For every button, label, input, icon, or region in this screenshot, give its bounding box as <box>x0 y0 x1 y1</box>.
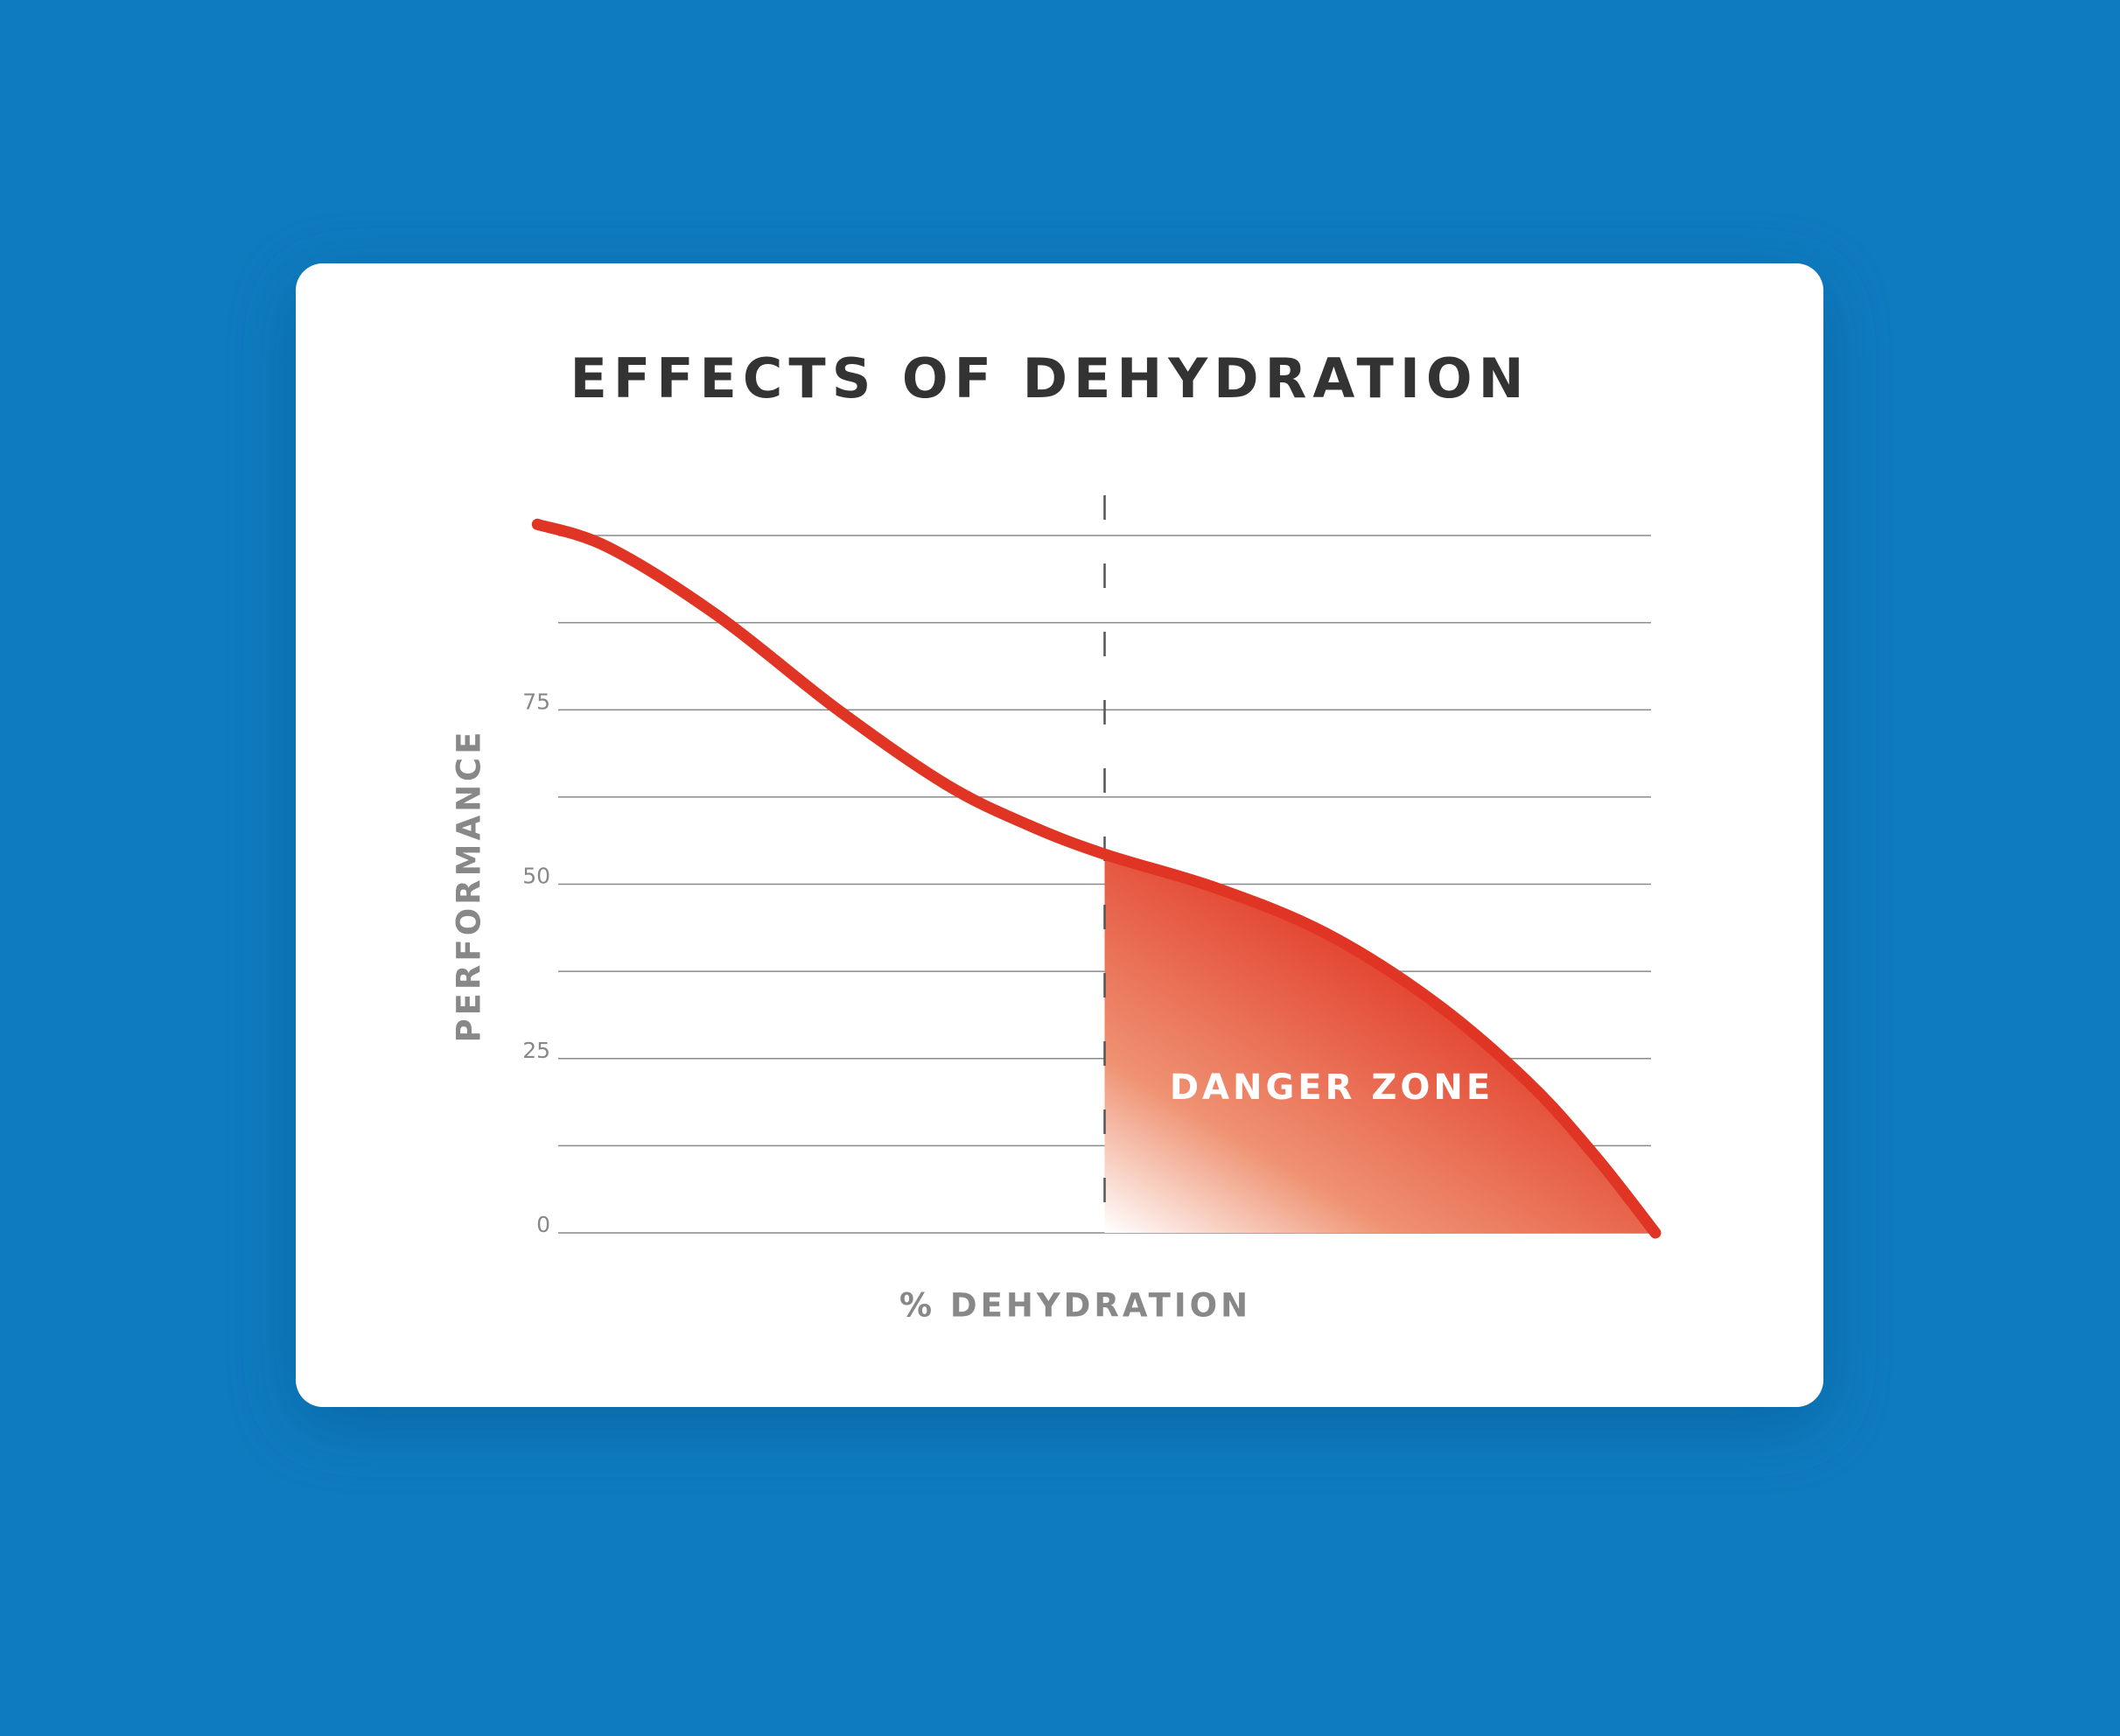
y-tick-label: 0 <box>536 1212 550 1237</box>
chart-title: EFFECTS OF DEHYDRATION <box>570 346 1529 410</box>
y-tick-label: 25 <box>522 1038 550 1063</box>
line <box>531 518 1662 1239</box>
danger-zone-area <box>1104 854 1655 1233</box>
danger-zone-label: DANGER ZONE <box>1170 1068 1494 1108</box>
y-axis-label: PERFORMANCE <box>451 729 488 1043</box>
x-axis-label: % DEHYDRATION <box>899 1287 1251 1325</box>
y-tick-label: 75 <box>522 689 550 714</box>
y-tick-label: 50 <box>522 864 550 889</box>
plot: 0 25 50 75 DANGER ZONE <box>522 495 1662 1239</box>
